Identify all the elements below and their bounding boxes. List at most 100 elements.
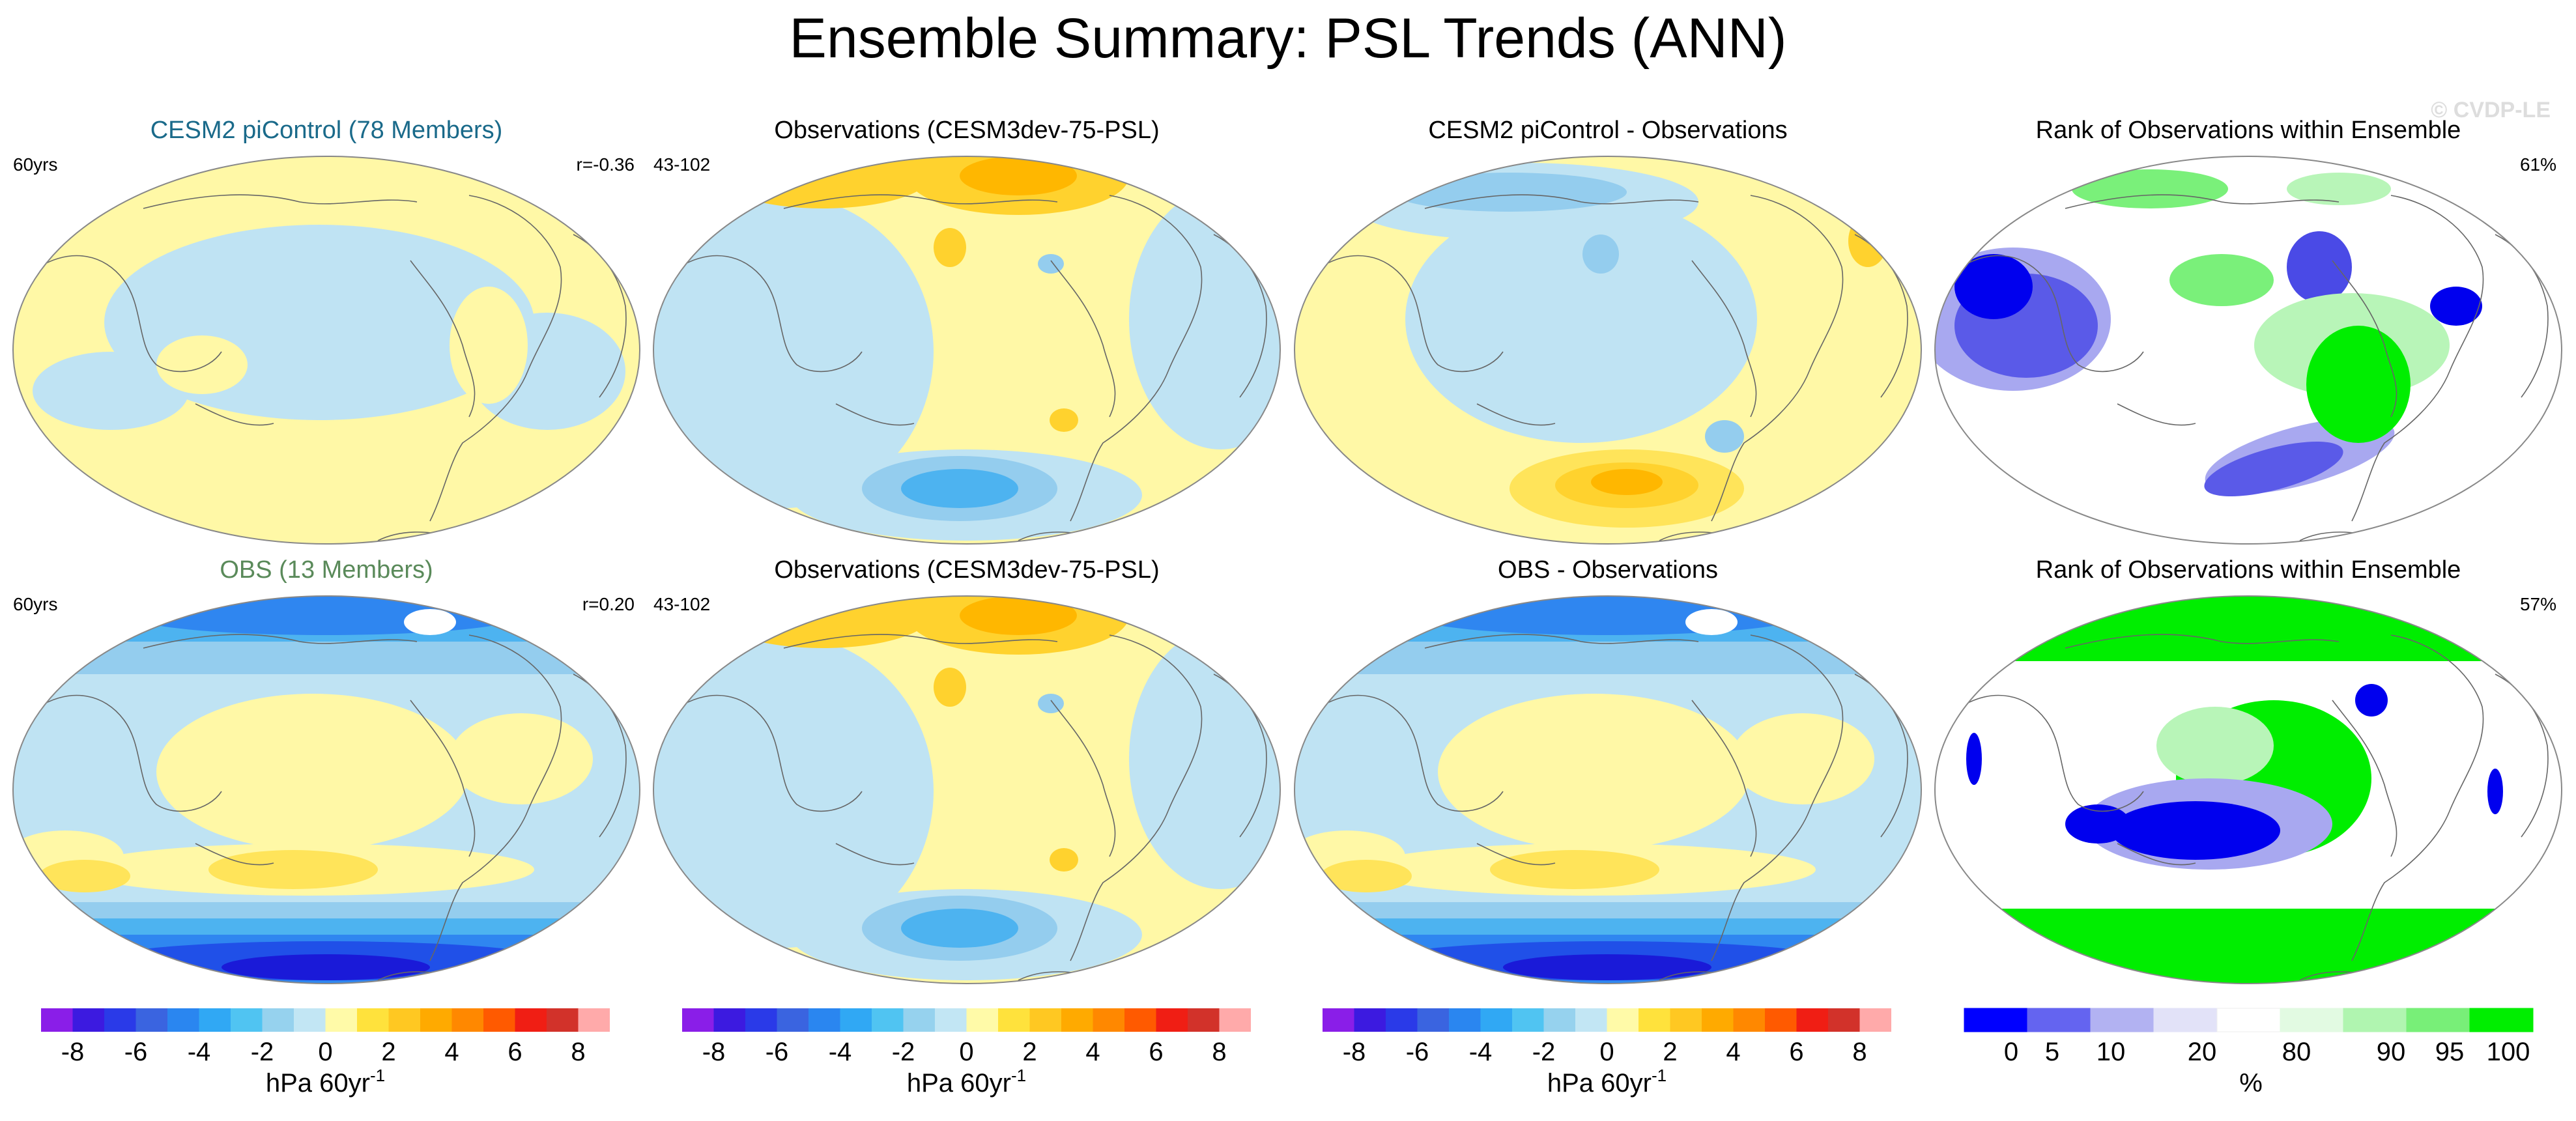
coastline-segment bbox=[1320, 694, 1504, 812]
central-negative-anomaly bbox=[1405, 195, 1757, 443]
central-highest-rank-region bbox=[2306, 326, 2411, 443]
panel-right-label: 57% bbox=[2520, 594, 2556, 614]
antarctic-negative-center bbox=[1503, 954, 1711, 980]
coastline-segment bbox=[2117, 843, 2196, 866]
colorbar-swatch bbox=[2153, 1008, 2218, 1032]
colorbar-swatch bbox=[1859, 1008, 1891, 1032]
atlantic-lowest-rank-core bbox=[2430, 287, 2482, 326]
colorbar-tick-label: 0 bbox=[2004, 1038, 2018, 1066]
coastline-segment bbox=[429, 634, 562, 961]
central-positive-anomaly bbox=[156, 694, 469, 850]
colorbar-swatch bbox=[1323, 1008, 1354, 1032]
coastline-segment bbox=[2351, 634, 2484, 961]
southern-positive-center bbox=[1591, 469, 1663, 495]
panel-right-label: 61% bbox=[2520, 154, 2556, 175]
colorbar-swatch bbox=[2027, 1008, 2091, 1032]
colorbar-swatch bbox=[294, 1008, 326, 1032]
colorbar-swatch bbox=[262, 1008, 294, 1032]
unit-text: hPa 60yr bbox=[907, 1069, 1011, 1098]
southern-negative-center bbox=[901, 909, 1018, 948]
map-boundary bbox=[1934, 595, 2562, 984]
southern-low-rank-region bbox=[2204, 441, 2343, 497]
subtropical-positive-core bbox=[208, 850, 378, 889]
colorbar-unit-label: hPa 60yr-1 bbox=[266, 1066, 385, 1098]
coastline-segment bbox=[195, 403, 274, 426]
coastline-segment bbox=[1711, 634, 1844, 961]
colorbar-tick-label: 8 bbox=[1212, 1038, 1226, 1066]
west-lowest-rank-spot bbox=[2065, 804, 2130, 844]
coastline-segment bbox=[1070, 634, 1203, 961]
map-field bbox=[1935, 596, 2562, 984]
coastline-segment bbox=[1691, 260, 1757, 418]
southern-band-2 bbox=[13, 918, 640, 935]
coastline-segment bbox=[195, 843, 274, 866]
pacific-high-rank-region bbox=[2169, 254, 2274, 306]
unit-superscript: -1 bbox=[1011, 1066, 1026, 1085]
colorbar-swatch bbox=[1543, 1008, 1575, 1032]
colorbar-swatch bbox=[325, 1008, 357, 1032]
coastline-segment bbox=[410, 260, 476, 418]
map-field bbox=[1935, 156, 2562, 544]
colorbar-swatch bbox=[1449, 1008, 1481, 1032]
coastlines bbox=[1960, 634, 2549, 981]
colorbar-tick-label: 4 bbox=[1085, 1038, 1100, 1066]
colorbar-tick-label: 6 bbox=[508, 1038, 522, 1066]
unit-superscript: -1 bbox=[1652, 1066, 1667, 1085]
colorbar-swatch bbox=[1639, 1008, 1670, 1032]
colorbar-swatch bbox=[745, 1008, 777, 1032]
panel-title: Observations (CESM3dev-75-PSL) bbox=[774, 556, 1159, 584]
antarctic-negative-center bbox=[222, 954, 430, 980]
colorbar-swatch bbox=[998, 1008, 1030, 1032]
colorbar-swatch bbox=[1828, 1008, 1860, 1032]
map-boundary bbox=[1294, 156, 1922, 545]
coastline-segment bbox=[2065, 194, 2340, 209]
colorbar-swatch bbox=[903, 1008, 935, 1032]
colorbar-swatch bbox=[388, 1008, 420, 1032]
colorbar-tick-label: 2 bbox=[381, 1038, 395, 1066]
pacific-negative-spot bbox=[1582, 234, 1619, 274]
colorbar-swatch bbox=[966, 1008, 998, 1032]
coastline-segment bbox=[783, 634, 1058, 649]
west-positive-core bbox=[39, 860, 130, 892]
tropical-positive-spot bbox=[1050, 848, 1078, 872]
watermark: © CVDP-LE bbox=[2431, 98, 2551, 122]
map-panel-r2c4: Rank of Observations within Ensemble 57% bbox=[1934, 556, 2562, 984]
panel-title: OBS (13 Members) bbox=[220, 556, 433, 584]
colorbar-swatch bbox=[2406, 1008, 2470, 1032]
map-field bbox=[653, 596, 1280, 984]
coastlines bbox=[38, 194, 627, 541]
west-negative-anomaly bbox=[33, 352, 189, 430]
unit-superscript: -1 bbox=[370, 1066, 385, 1085]
colorbar-tick-label: 100 bbox=[2487, 1038, 2530, 1066]
unit-text: hPa 60yr bbox=[1547, 1069, 1652, 1098]
pacific-negative-spot bbox=[1038, 694, 1064, 713]
colorbar-swatch bbox=[1093, 1008, 1124, 1032]
panel-title: Observations (CESM3dev-75-PSL) bbox=[774, 117, 1159, 144]
coastline-segment bbox=[1691, 700, 1757, 857]
colorbar-swatch bbox=[2216, 1008, 2281, 1032]
coastlines bbox=[1960, 194, 2549, 541]
pacific-positive-spot bbox=[934, 668, 966, 707]
colorbar-swatch bbox=[682, 1008, 714, 1032]
colorbar-swatch bbox=[199, 1008, 231, 1032]
panel-left-label: 60yrs bbox=[13, 594, 57, 614]
east-negative-anomaly bbox=[1129, 189, 1280, 449]
colorbar-tick-label: 4 bbox=[444, 1038, 459, 1066]
colorbar-swatch bbox=[1480, 1008, 1512, 1032]
arctic-minimum-spot bbox=[1685, 609, 1738, 635]
coastline-segment bbox=[38, 255, 222, 373]
coastline-segment bbox=[38, 694, 222, 812]
colorbar-swatch bbox=[1964, 1008, 2028, 1032]
colorbar-tick-label: 5 bbox=[2045, 1038, 2059, 1066]
colorbar-tick-label: 10 bbox=[2097, 1038, 2126, 1066]
colorbar-swatch bbox=[1061, 1008, 1093, 1032]
coastline-segment bbox=[1070, 195, 1203, 522]
colorbar-swatch bbox=[1188, 1008, 1220, 1032]
trend-colorbar-3: -8 -6 -4 -2 0 2 4 6 8 hPa 60yr-1 bbox=[1323, 1008, 1891, 1098]
colorbar-tick-label: -6 bbox=[766, 1038, 789, 1066]
map-panel-r1c4: Rank of Observations within Ensemble 61% bbox=[1934, 117, 2562, 545]
colorbar-swatch bbox=[1796, 1008, 1828, 1032]
colorbar-swatch bbox=[1386, 1008, 1418, 1032]
colorbar-tick-label: -6 bbox=[1406, 1038, 1429, 1066]
